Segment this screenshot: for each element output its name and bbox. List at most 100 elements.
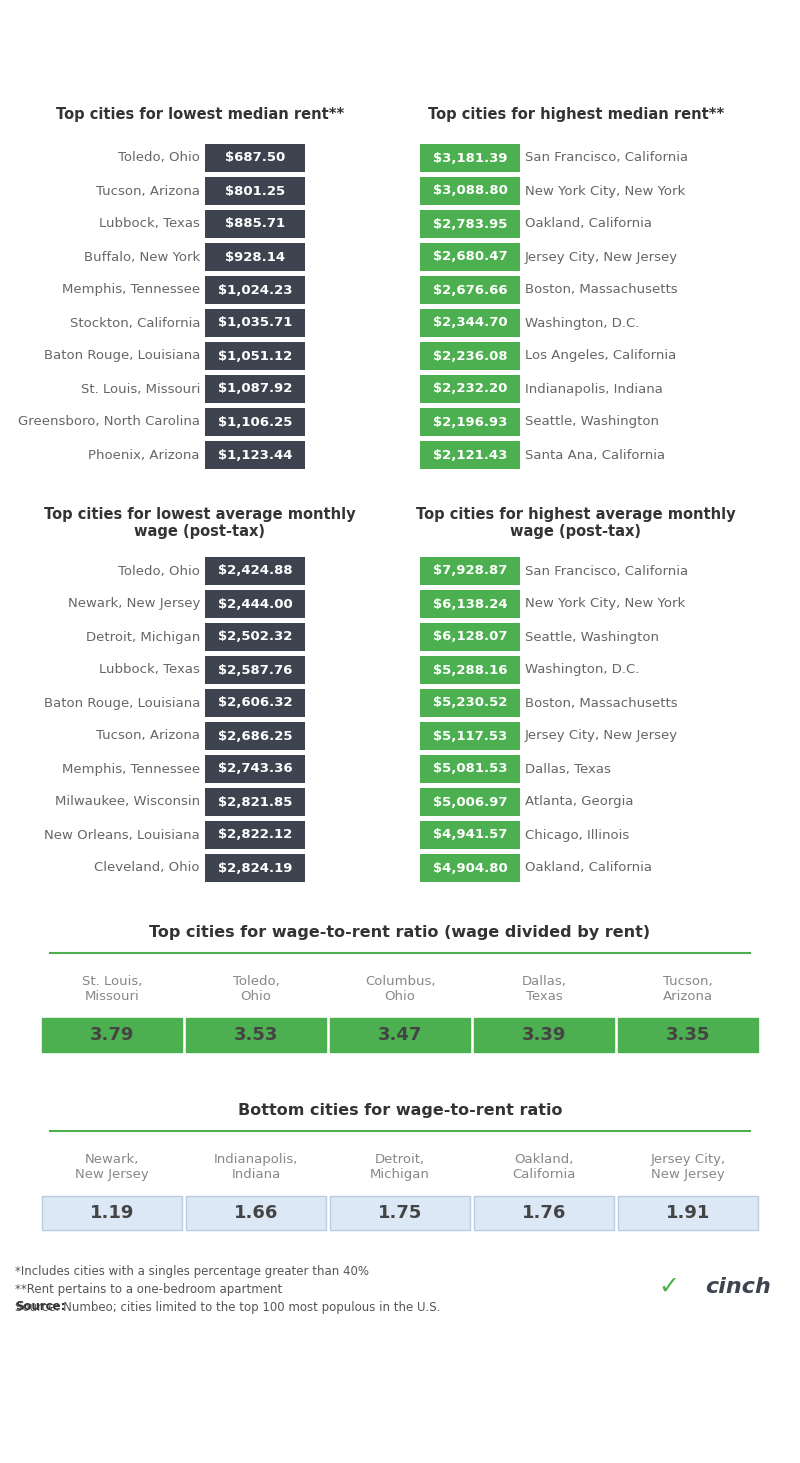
FancyBboxPatch shape — [420, 211, 520, 238]
Text: New York City, New York: New York City, New York — [525, 597, 686, 610]
Text: Jersey City, New Jersey: Jersey City, New Jersey — [525, 250, 678, 263]
Text: Source: Numbeo; cities limited to the top 100 most populous in the U.S.: Source: Numbeo; cities limited to the to… — [15, 1301, 440, 1314]
Text: Atlanta, Georgia: Atlanta, Georgia — [525, 796, 634, 809]
Text: Boston, Massachusetts: Boston, Massachusetts — [525, 284, 678, 297]
Text: Top cities for highest median rent**: Top cities for highest median rent** — [428, 107, 724, 123]
FancyBboxPatch shape — [420, 821, 520, 849]
Text: Stockton, California: Stockton, California — [70, 316, 200, 329]
Text: Top cities for highest average monthly
wage (post-tax): Top cities for highest average monthly w… — [416, 506, 736, 540]
Text: $1,106.25: $1,106.25 — [218, 415, 292, 429]
Text: **Rent pertains to a one-bedroom apartment: **Rent pertains to a one-bedroom apartme… — [15, 1283, 282, 1296]
FancyBboxPatch shape — [205, 723, 305, 751]
Text: 1.19: 1.19 — [90, 1204, 134, 1222]
FancyBboxPatch shape — [42, 1195, 182, 1230]
Text: New York City, New York: New York City, New York — [525, 184, 686, 198]
Text: Buffalo, New York: Buffalo, New York — [84, 250, 200, 263]
Text: cinch: cinch — [706, 1277, 771, 1298]
FancyBboxPatch shape — [205, 755, 305, 783]
Text: Washington, D.C.: Washington, D.C. — [525, 664, 639, 676]
Text: $801.25: $801.25 — [225, 184, 285, 198]
Text: Baton Rouge, Louisiana: Baton Rouge, Louisiana — [44, 696, 200, 710]
Text: $2,743.36: $2,743.36 — [218, 762, 292, 775]
FancyBboxPatch shape — [205, 854, 305, 882]
Text: Oakland,
California: Oakland, California — [512, 1153, 576, 1181]
FancyBboxPatch shape — [420, 655, 520, 685]
Text: Dallas,
Texas: Dallas, Texas — [522, 974, 566, 1004]
Text: $5,230.52: $5,230.52 — [433, 696, 507, 710]
Text: $4,941.57: $4,941.57 — [433, 828, 507, 841]
Text: Indianapolis,
Indiana: Indianapolis, Indiana — [214, 1153, 298, 1181]
FancyBboxPatch shape — [205, 342, 305, 370]
FancyBboxPatch shape — [474, 1195, 614, 1230]
Text: $2,680.47: $2,680.47 — [433, 250, 507, 263]
FancyBboxPatch shape — [330, 1018, 470, 1052]
Text: Cleveland, Ohio: Cleveland, Ohio — [94, 862, 200, 875]
Text: $5,288.16: $5,288.16 — [433, 664, 507, 676]
Text: Greensboro, North Carolina: Greensboro, North Carolina — [18, 415, 200, 429]
FancyBboxPatch shape — [420, 557, 520, 585]
Text: Lubbock, Texas: Lubbock, Texas — [99, 664, 200, 676]
Text: $2,686.25: $2,686.25 — [218, 730, 292, 743]
FancyBboxPatch shape — [205, 211, 305, 238]
Text: $2,676.66: $2,676.66 — [433, 284, 507, 297]
Text: $2,236.08: $2,236.08 — [433, 350, 507, 363]
FancyBboxPatch shape — [205, 177, 305, 205]
Text: $1,087.92: $1,087.92 — [218, 382, 292, 395]
Text: St. Louis, Missouri: St. Louis, Missouri — [81, 382, 200, 395]
Text: $2,783.95: $2,783.95 — [433, 218, 507, 231]
Text: $1,035.71: $1,035.71 — [218, 316, 292, 329]
FancyBboxPatch shape — [420, 854, 520, 882]
Text: $3,088.80: $3,088.80 — [433, 184, 507, 198]
Text: $1,123.44: $1,123.44 — [218, 449, 292, 461]
Text: 3.39: 3.39 — [522, 1026, 566, 1045]
Text: Seattle, Washington: Seattle, Washington — [525, 415, 659, 429]
Text: $2,424.88: $2,424.88 — [218, 565, 292, 578]
FancyBboxPatch shape — [420, 243, 520, 271]
Text: $1,024.23: $1,024.23 — [218, 284, 292, 297]
Text: Chicago, Illinois: Chicago, Illinois — [525, 828, 630, 841]
Text: Top cities for lowest median rent**: Top cities for lowest median rent** — [56, 107, 344, 123]
Text: $885.71: $885.71 — [225, 218, 285, 231]
FancyBboxPatch shape — [420, 408, 520, 436]
FancyBboxPatch shape — [420, 689, 520, 717]
Text: Jersey City,
New Jersey: Jersey City, New Jersey — [650, 1153, 726, 1181]
Text: $3,181.39: $3,181.39 — [433, 152, 507, 164]
FancyBboxPatch shape — [205, 821, 305, 849]
Text: 3.47: 3.47 — [378, 1026, 422, 1045]
Text: Toledo, Ohio: Toledo, Ohio — [118, 565, 200, 578]
FancyBboxPatch shape — [205, 143, 305, 173]
Text: Best cities for singles, by financials*: Best cities for singles, by financials* — [28, 23, 772, 57]
FancyBboxPatch shape — [205, 590, 305, 617]
Text: Milwaukee, Wisconsin: Milwaukee, Wisconsin — [55, 796, 200, 809]
Text: San Francisco, California: San Francisco, California — [525, 565, 688, 578]
FancyBboxPatch shape — [205, 375, 305, 402]
Text: $2,587.76: $2,587.76 — [218, 664, 292, 676]
Text: Jersey City, New Jersey: Jersey City, New Jersey — [525, 730, 678, 743]
FancyBboxPatch shape — [420, 143, 520, 173]
Text: Newark, New Jersey: Newark, New Jersey — [68, 597, 200, 610]
FancyBboxPatch shape — [205, 689, 305, 717]
Text: Indianapolis, Indiana: Indianapolis, Indiana — [525, 382, 663, 395]
Text: $2,821.85: $2,821.85 — [218, 796, 292, 809]
Text: Seattle, Washington: Seattle, Washington — [525, 631, 659, 644]
Text: Toledo,
Ohio: Toledo, Ohio — [233, 974, 279, 1004]
FancyBboxPatch shape — [205, 277, 305, 304]
Text: $2,822.12: $2,822.12 — [218, 828, 292, 841]
FancyBboxPatch shape — [205, 557, 305, 585]
Text: 1.66: 1.66 — [234, 1204, 278, 1222]
Text: $687.50: $687.50 — [225, 152, 285, 164]
FancyBboxPatch shape — [420, 789, 520, 816]
Text: $2,121.43: $2,121.43 — [433, 449, 507, 461]
FancyBboxPatch shape — [205, 655, 305, 685]
Text: $5,117.53: $5,117.53 — [433, 730, 507, 743]
Text: Phoenix, Arizona: Phoenix, Arizona — [89, 449, 200, 461]
Text: $5,081.53: $5,081.53 — [433, 762, 507, 775]
FancyBboxPatch shape — [186, 1018, 326, 1052]
FancyBboxPatch shape — [420, 177, 520, 205]
Text: 3.53: 3.53 — [234, 1026, 278, 1045]
Text: Tucson, Arizona: Tucson, Arizona — [96, 184, 200, 198]
Text: $4,904.80: $4,904.80 — [433, 862, 507, 875]
Text: $1,051.12: $1,051.12 — [218, 350, 292, 363]
Text: Lubbock, Texas: Lubbock, Texas — [99, 218, 200, 231]
Text: 1.76: 1.76 — [522, 1204, 566, 1222]
